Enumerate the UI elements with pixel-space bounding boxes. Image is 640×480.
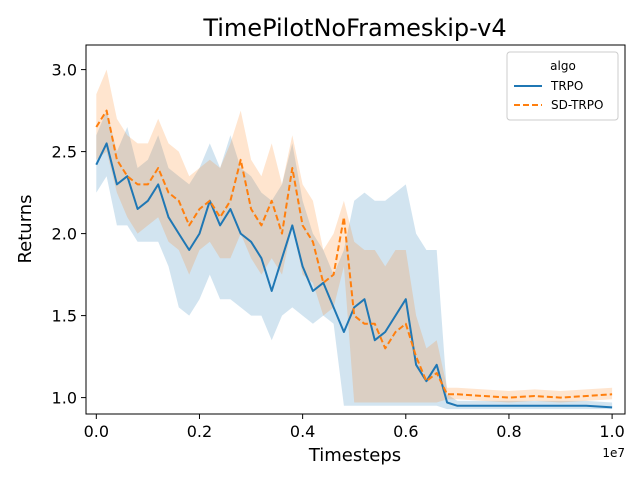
legend: algo TRPO SD-TRPO: [506, 51, 619, 121]
x-tick-label: 0.4: [290, 422, 315, 441]
legend-label-sd-trpo: SD-TRPO: [551, 98, 603, 112]
y-tick-label: 1.5: [52, 307, 77, 326]
confidence-band-sd-trpo: [96, 69, 613, 403]
x-axis-label: Timesteps: [308, 445, 401, 466]
x-tick-label: 0.0: [84, 422, 109, 441]
plot-area: [95, 69, 613, 410]
x-tick-label: 0.2: [187, 422, 212, 441]
y-axis: 1.0 1.5 2.0 2.5 3.0: [52, 61, 86, 408]
legend-title: algo: [550, 59, 576, 73]
x-tick-label: 0.6: [393, 422, 418, 441]
confidence-band-trpo: [96, 110, 613, 410]
y-tick-label: 2.5: [52, 143, 77, 162]
legend-label-trpo: TRPO: [550, 79, 583, 93]
x-axis: 0.0 0.2 0.4 0.6 0.8 1.0: [84, 414, 625, 441]
series-line-trpo: [95, 142, 613, 409]
y-tick-label: 3.0: [52, 61, 77, 80]
y-tick-label: 2.0: [52, 225, 77, 244]
y-tick-label: 1.0: [52, 389, 77, 408]
x-tick-label: 1.0: [599, 422, 624, 441]
x-axis-offset-label: 1e7: [602, 446, 625, 460]
plot-frame: [85, 44, 626, 415]
chart-title: TimePilotNoFrameskip-v4: [202, 14, 506, 42]
series-line-sd-trpo: [95, 109, 613, 399]
y-axis-label: Returns: [15, 194, 36, 263]
x-tick-label: 0.8: [496, 422, 521, 441]
legend-box: [506, 51, 619, 121]
